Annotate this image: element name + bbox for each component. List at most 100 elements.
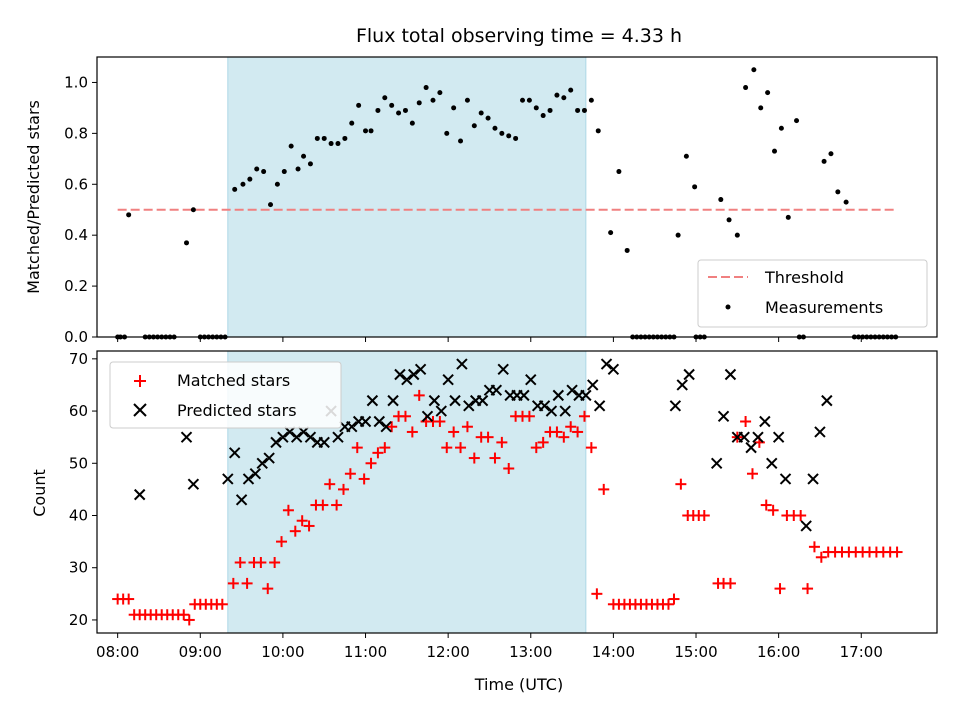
matched-star-point (591, 588, 603, 600)
measurement-point (247, 176, 253, 182)
predicted-star-point (421, 410, 434, 422)
bottom-y-tick-label: 60 (69, 402, 88, 420)
bottom-y-axis-label: Count (30, 469, 49, 517)
legend-predicted-label: Predicted stars (177, 401, 297, 420)
measurement-point (261, 169, 267, 175)
measurement-point (506, 133, 512, 139)
matched-star-point (675, 478, 687, 490)
bottom-y-tick-label: 20 (69, 611, 88, 629)
x-tick-label: 13:00 (509, 643, 552, 661)
predicted-star-point (242, 473, 255, 485)
top-y-tick-label: 0.0 (64, 328, 88, 346)
predicted-star-point (807, 473, 819, 485)
measurement-point (575, 107, 581, 113)
top-legend: Threshold Measurements (697, 259, 928, 328)
measurement-point (416, 100, 422, 106)
measurement-point (471, 123, 477, 129)
matched-star-point (216, 598, 228, 610)
matched-star-point (379, 442, 391, 454)
measurement-point (288, 143, 294, 149)
predicted-star-point (821, 394, 833, 407)
x-tick-label: 14:00 (592, 643, 635, 661)
predicted-star-point (277, 431, 289, 443)
bottom-legend-box (109, 361, 342, 429)
x-tick-label: 10:00 (261, 643, 304, 661)
matched-star-point (815, 551, 827, 563)
predicted-star-point (449, 394, 461, 407)
measurement-point (335, 141, 341, 147)
predicted-star-point (538, 400, 551, 412)
matched-star-point (662, 598, 674, 610)
measurement-point (409, 120, 415, 126)
predicted-star-point (738, 431, 750, 443)
measurement-point (843, 199, 849, 205)
predicted-star-point (414, 363, 427, 375)
measurement-point (533, 105, 539, 111)
predicted-star-point (814, 426, 826, 438)
bottom-legend: Matched stars Predicted stars (109, 361, 342, 429)
matched-star-point (413, 389, 425, 401)
measurement-point (568, 87, 574, 93)
measurement-point (794, 118, 800, 124)
matched-star-point (372, 447, 384, 459)
x-tick-label: 08:00 (96, 643, 139, 661)
matched-star-point (386, 421, 398, 433)
measurement-point (726, 217, 732, 223)
predicted-star-point (290, 431, 303, 443)
measurement-point (184, 240, 190, 246)
predicted-star-point (759, 415, 771, 428)
predicted-star-point (463, 400, 475, 412)
matched-star-point (455, 442, 467, 454)
matched-star-point (598, 483, 610, 495)
matched-star-point (565, 421, 577, 433)
measurement-point (520, 97, 526, 103)
measurement-point (499, 130, 505, 136)
measurement-point (778, 125, 784, 131)
matched-star-point (365, 457, 377, 469)
measurement-point (554, 92, 560, 98)
predicted-star-point (222, 473, 234, 485)
measurement-point (295, 166, 301, 172)
predicted-star-point (772, 431, 785, 443)
predicted-star-point (525, 374, 537, 386)
matched-star-point (241, 577, 253, 589)
x-axis-label: Time (UTC) (474, 675, 563, 694)
predicted-star-point (669, 400, 682, 412)
predicted-star-point (710, 457, 723, 469)
predicted-star-point (428, 394, 441, 407)
predicted-star-point (545, 405, 558, 417)
x-tick-label: 15:00 (674, 643, 717, 661)
top-panel-frame (96, 56, 938, 338)
matched-star-point (351, 442, 363, 454)
measurement-point (540, 113, 546, 119)
predicted-star-point (580, 389, 592, 402)
predicted-star-point (380, 421, 392, 433)
measurement-point (437, 90, 443, 96)
predicted-star-point (476, 394, 489, 407)
top-y-tick-label: 0.8 (64, 124, 88, 142)
matched-star-point (795, 510, 807, 521)
predicted-star-point (566, 384, 578, 396)
matched-star-point (324, 478, 336, 490)
matched-star-point (448, 426, 460, 438)
matched-star-point (269, 557, 281, 568)
measurement-point (772, 148, 778, 154)
measurement-point (363, 128, 369, 134)
matched-star-point (317, 499, 329, 511)
matched-star-point (276, 536, 288, 548)
measurement-point (588, 97, 594, 103)
measurement-point (734, 232, 740, 238)
measurement-point (274, 181, 280, 187)
matched-star-point (282, 504, 294, 516)
matched-star-point (227, 577, 239, 589)
matched-star-point (289, 525, 301, 537)
matched-star-point (802, 583, 814, 595)
predicted-star-point (766, 457, 778, 469)
top-panel: 0.0 0.2 0.4 0.6 0.8 1.0 Matched/Predicted sta… (24, 56, 938, 346)
matched-star-point (496, 436, 508, 448)
measurement-point (581, 107, 587, 113)
top-y-tick-label: 1.0 (64, 73, 88, 91)
predicted-star-point (346, 421, 358, 433)
predicted-star-point (435, 405, 447, 417)
measurement-point (268, 202, 274, 208)
